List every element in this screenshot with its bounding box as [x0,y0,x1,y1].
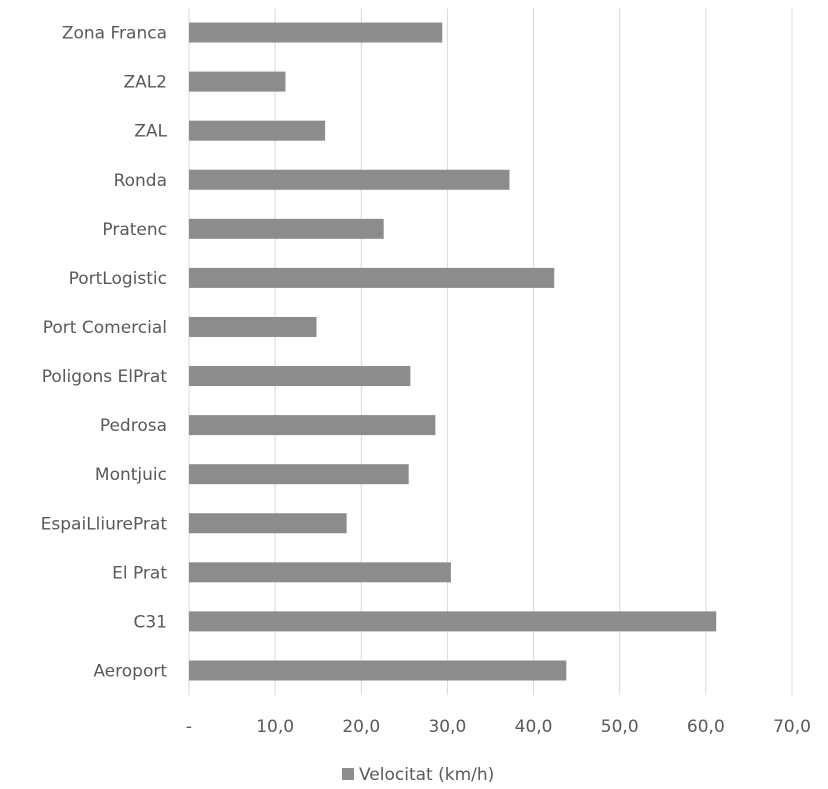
category-label: C31 [133,612,167,632]
bar-montjuic [189,464,409,485]
bar-portlogistic [189,267,555,288]
x-tick-label: 10,0 [256,717,294,737]
category-label: Port Comercial [43,318,167,338]
bar-poligons-elprat [189,366,411,387]
bar-el-prat [189,562,451,583]
category-label: Pratenc [102,220,167,240]
category-label: El Prat [112,563,167,583]
x-tick-label: 70,0 [773,717,811,737]
category-label: Zona Franca [62,24,167,44]
bar-pedrosa [189,415,436,436]
category-label: Aeroport [93,661,167,681]
category-label: Poligons ElPrat [42,367,168,387]
bar-pratenc [189,218,384,239]
x-tick-label: 40,0 [515,717,553,737]
x-tick-label: 30,0 [428,717,466,737]
category-label: ZAL [134,122,167,142]
gridlines [188,8,793,695]
x-tick-label: - [186,717,192,737]
legend: Velocitat (km/h) [342,765,494,785]
bar-espailliureprat [189,513,347,534]
legend-label: Velocitat (km/h) [359,765,494,785]
bar-zal [189,120,326,141]
bar-port-comercial [189,316,317,337]
bar-ronda [189,169,510,190]
x-axis-tick-labels: - 10,0 20,0 30,0 40,0 50,0 60,0 70,0 [186,717,811,737]
x-tick-label: 20,0 [342,717,380,737]
category-label: Ronda [114,171,167,191]
bar-aeroport [189,660,567,681]
x-tick-label: 50,0 [601,717,639,737]
bars [189,22,717,681]
category-label: Montjuic [95,465,167,485]
bar-zal2 [189,71,286,92]
category-label: ZAL2 [123,73,167,93]
category-label: PortLogistic [69,269,167,289]
bar-zona-franca [189,22,443,43]
x-tick-label: 60,0 [687,717,725,737]
category-labels: Zona Franca ZAL2 ZAL Ronda Pratenc PortLogist… [41,24,168,682]
bar-c31 [189,611,717,632]
category-label: EspaiLliurePrat [41,514,168,534]
category-label: Pedrosa [100,416,167,436]
legend-swatch [342,768,354,780]
